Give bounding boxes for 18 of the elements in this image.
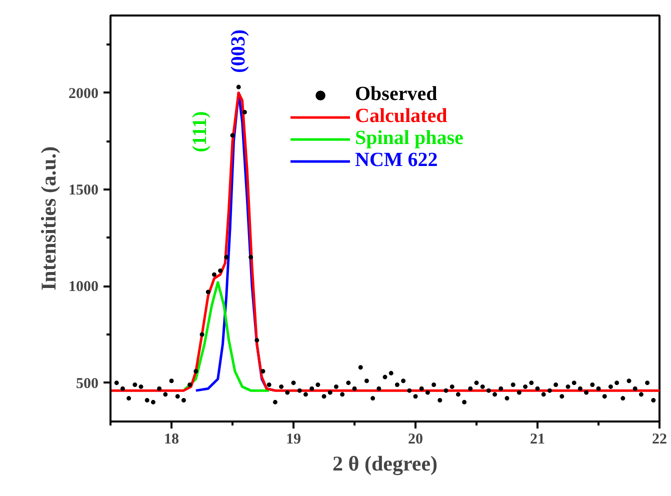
x-tick-label: 21 <box>530 432 545 448</box>
x-tick-label: 20 <box>408 432 423 448</box>
y-tick-label: 2000 <box>68 86 98 102</box>
legend-label: Spinal phase <box>355 127 464 150</box>
y-axis-title: Intensities (a.u.) <box>36 146 60 291</box>
x-tick-label: 19 <box>286 432 301 448</box>
x-tick-label: 22 <box>652 432 667 448</box>
y-tick-label: 1000 <box>68 279 98 296</box>
y-tick-label: 500 <box>76 376 98 392</box>
legend-label: Observed <box>355 83 438 106</box>
annotation: (111) <box>188 111 211 152</box>
annotation: (003) <box>228 30 250 73</box>
x-axis-title: 2 θ (degree) <box>332 452 438 476</box>
x-tick-label: 18 <box>164 432 179 448</box>
legend-label: Calculated <box>355 105 448 128</box>
legend-label: NCM 622 <box>355 149 438 172</box>
line-series <box>182 281 270 392</box>
y-tick-label: 1500 <box>68 182 98 198</box>
